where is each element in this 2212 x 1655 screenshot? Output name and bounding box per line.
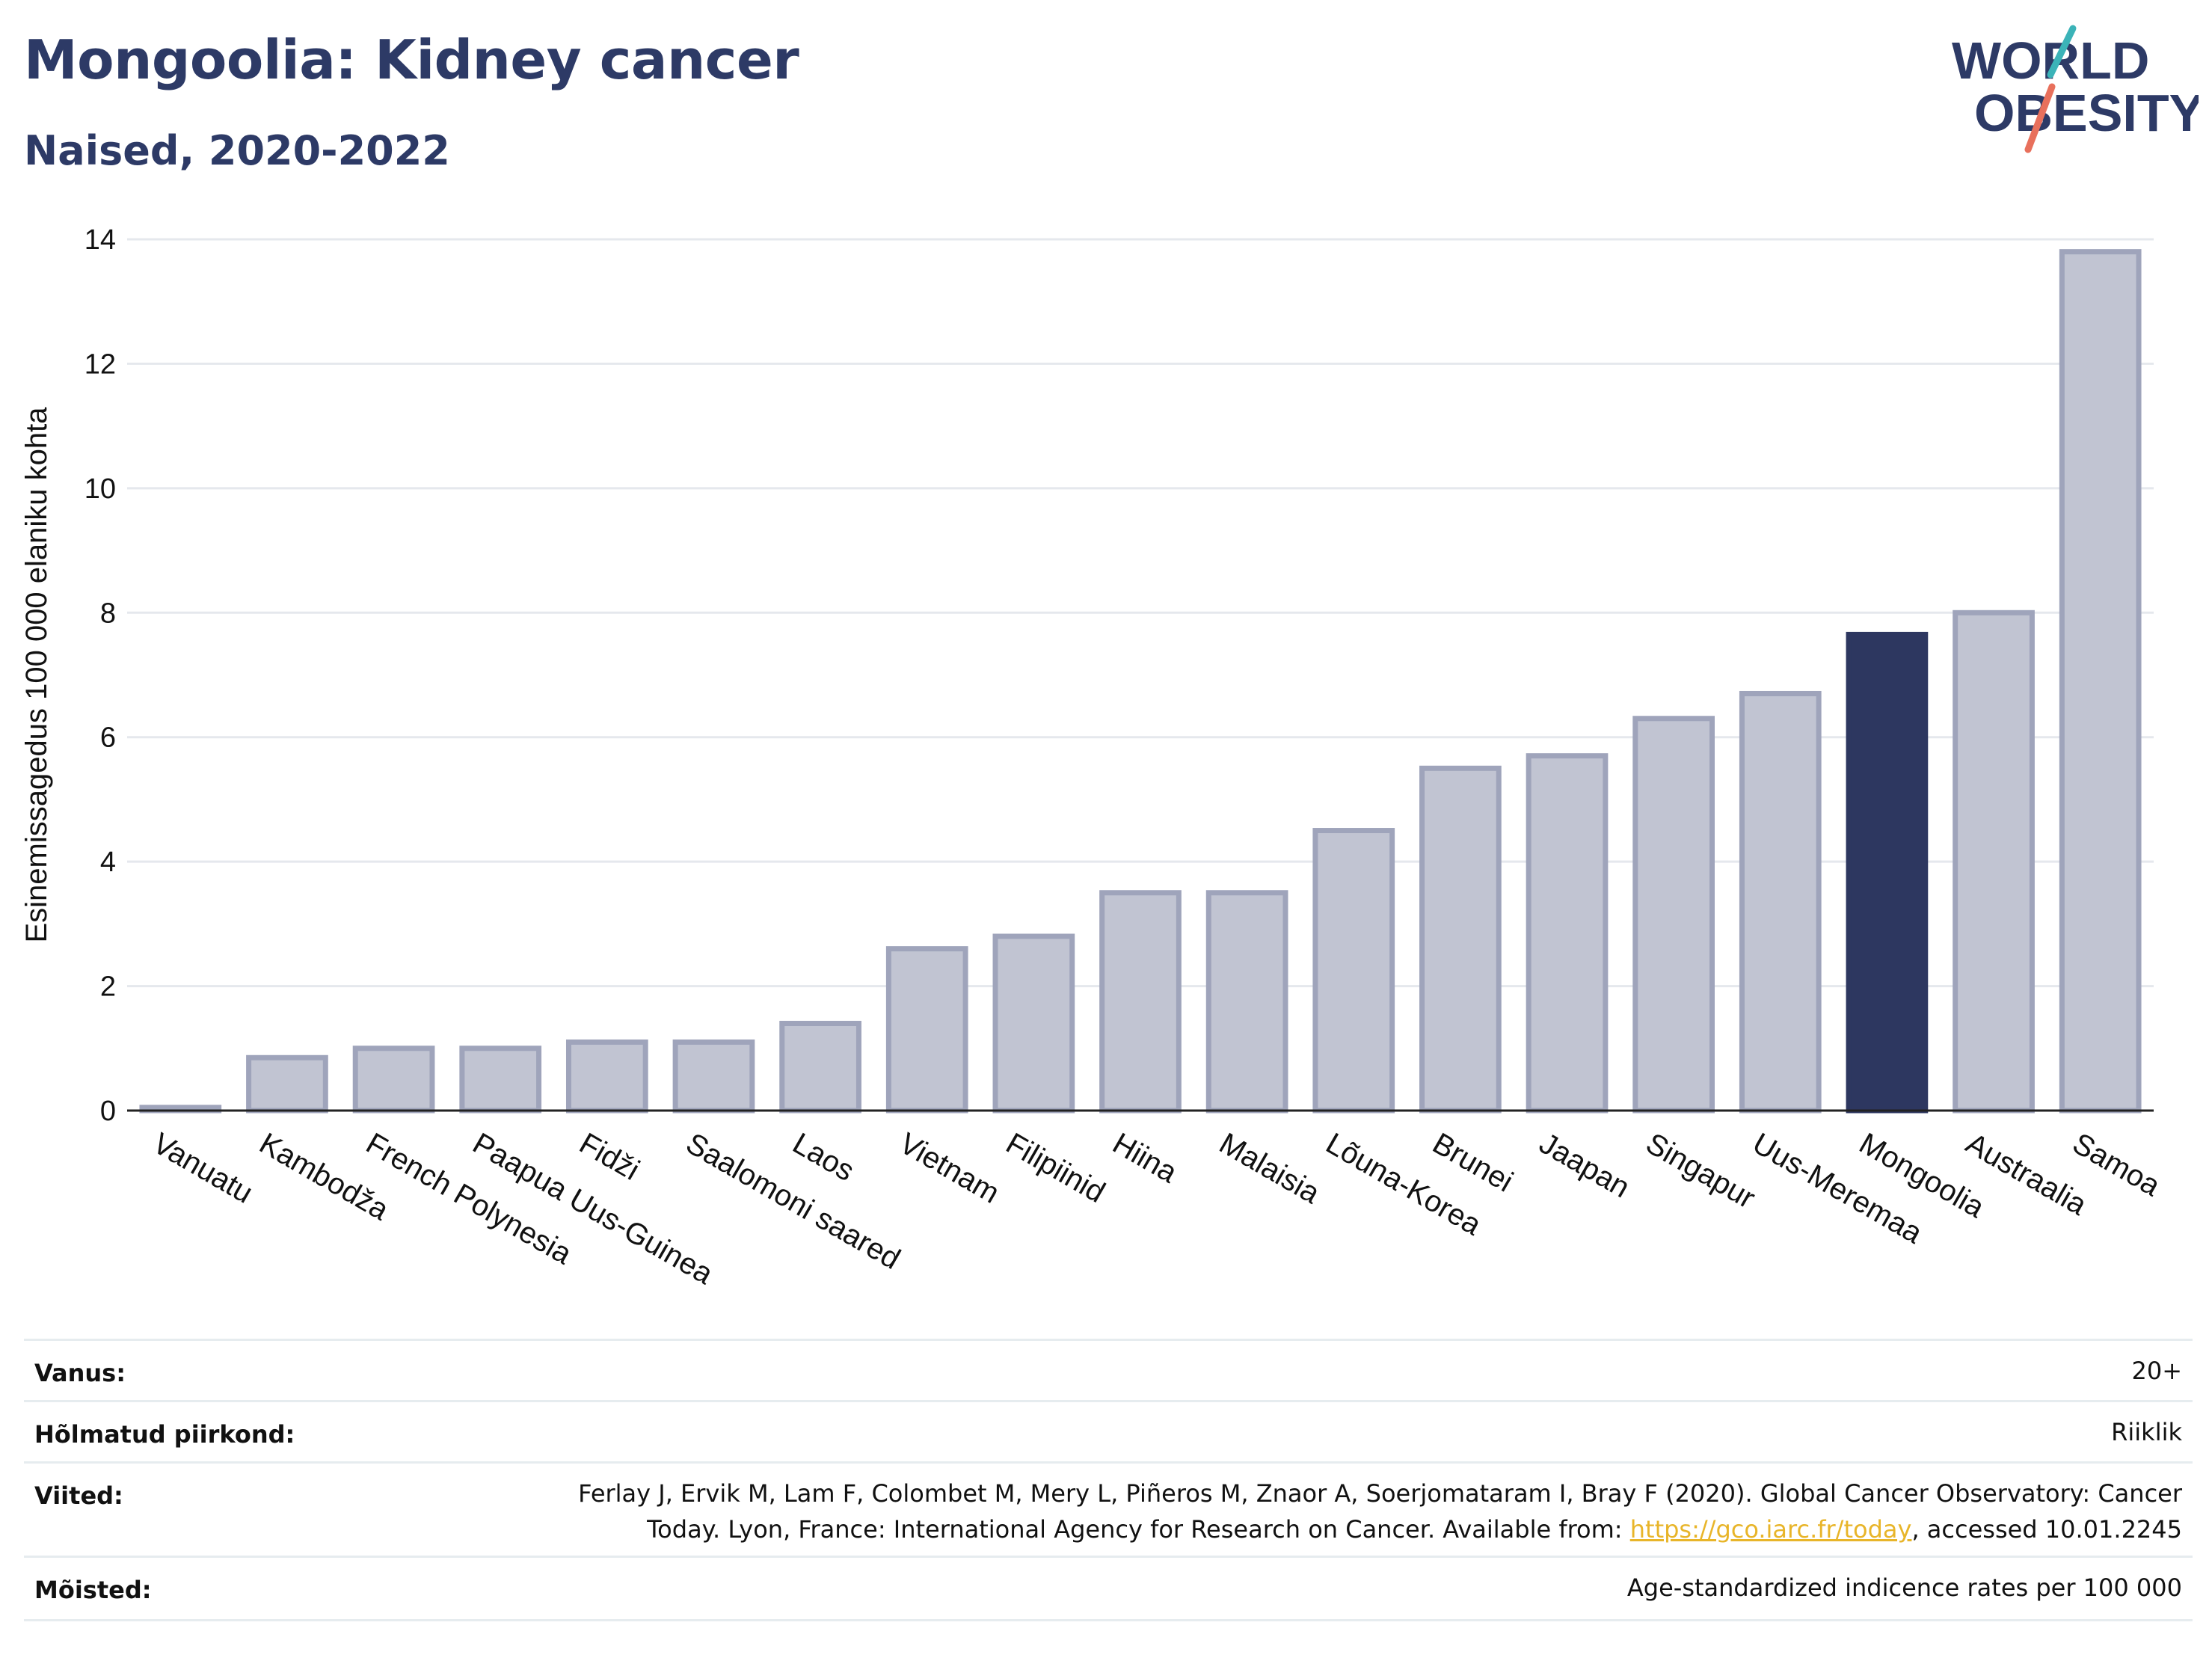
references-label: Viited: <box>34 1481 123 1510</box>
x-tick-label: Jaapan <box>1534 1127 1635 1205</box>
coverage-value: Riiklik <box>2111 1418 2182 1446</box>
bar-l-una-korea <box>1312 828 1395 1114</box>
bar-uus-meremaa <box>1739 690 1822 1114</box>
meta-row-age: Vanus: 20+ <box>24 1339 2193 1402</box>
references-text: Today. Lyon, France: International Agenc… <box>647 1515 1630 1544</box>
world-obesity-logo: WORLD OBESITY <box>1952 25 2199 153</box>
chart-subtitle: Naised, 2020-2022 <box>24 127 450 174</box>
references-line-2: Today. Lyon, France: International Agenc… <box>387 1511 2182 1547</box>
meta-row-coverage: Hõlmatud piirkond: Riiklik <box>24 1400 2193 1464</box>
bar-french-polynesia <box>352 1045 435 1114</box>
y-tick-label: 4 <box>100 847 116 878</box>
bar-austraalia <box>1953 610 2035 1114</box>
y-tick-labels: 0 2 4 6 8 10 12 14 <box>85 224 116 1127</box>
logo-text-world: WORLD <box>1952 31 2149 90</box>
coverage-label: Hõlmatud piirkond: <box>34 1420 295 1449</box>
x-tick-label: Singapur <box>1641 1127 1761 1215</box>
bar-samoa <box>2059 249 2142 1114</box>
chart-title: Mongoolia: Kidney cancer <box>24 28 799 91</box>
bar-malaisia <box>1205 890 1288 1114</box>
x-tick-label: Vietnam <box>894 1127 1004 1210</box>
definitions-label: Mõisted: <box>34 1576 152 1604</box>
references-link[interactable]: https://gco.iarc.fr/today <box>1629 1515 1912 1544</box>
bar-mongoolia <box>1846 631 1929 1114</box>
y-tick-label: 12 <box>85 348 116 380</box>
x-tick-label: Laos <box>787 1127 860 1188</box>
y-tick-label: 2 <box>100 971 116 1003</box>
x-tick-label: Hiina <box>1107 1127 1184 1190</box>
meta-row-definitions: Mõisted: Age-standardized indicence rate… <box>24 1556 2193 1621</box>
x-tick-label: Fidži <box>574 1127 645 1187</box>
y-tick-label: 14 <box>85 224 116 256</box>
logo-slash-red <box>2024 83 2056 153</box>
y-tick-label: 0 <box>100 1096 116 1127</box>
logo-text-obesity: OBESITY <box>1974 84 2199 142</box>
age-value: 20+ <box>2131 1357 2182 1385</box>
bar-hiina <box>1099 890 1182 1114</box>
meta-row-references: Viited: Ferlay J, Ervik M, Lam F, Colomb… <box>24 1461 2193 1558</box>
bar-singapur <box>1632 716 1715 1114</box>
y-tick-label: 6 <box>100 722 116 754</box>
references-line-1: Ferlay J, Ervik M, Lam F, Colombet M, Me… <box>578 1479 2182 1508</box>
definitions-value: Age-standardized indicence rates per 100… <box>1626 1573 2182 1602</box>
x-tick-label: Malaisia <box>1214 1127 1326 1211</box>
x-tick-label: Filipiinid <box>1001 1127 1110 1209</box>
x-tick-label: Vanuatu <box>147 1127 258 1210</box>
bar-kambod-a <box>246 1054 328 1114</box>
bars <box>139 249 2142 1114</box>
bar-laos <box>779 1021 861 1114</box>
bar-fid-i <box>565 1039 648 1114</box>
references-accessed: , accessed 10.01.2245 <box>1911 1515 2182 1544</box>
bar-brunei <box>1419 765 1502 1114</box>
y-tick-label: 10 <box>85 473 116 505</box>
bar-saalomoni-saared <box>672 1039 755 1114</box>
references-value: Ferlay J, Ervik M, Lam F, Colombet M, Me… <box>387 1476 2182 1547</box>
bar-jaapan <box>1526 753 1609 1114</box>
bar-paapua-uus-guinea <box>459 1045 542 1114</box>
bar-filipiinid <box>992 933 1075 1114</box>
age-label: Vanus: <box>34 1359 126 1387</box>
logo-slash-teal <box>2047 25 2077 79</box>
y-axis-label: Esinemissagedus 100 000 elaniku kohta <box>20 407 53 943</box>
bar-vietnam <box>885 946 968 1114</box>
y-tick-label: 8 <box>100 598 116 629</box>
